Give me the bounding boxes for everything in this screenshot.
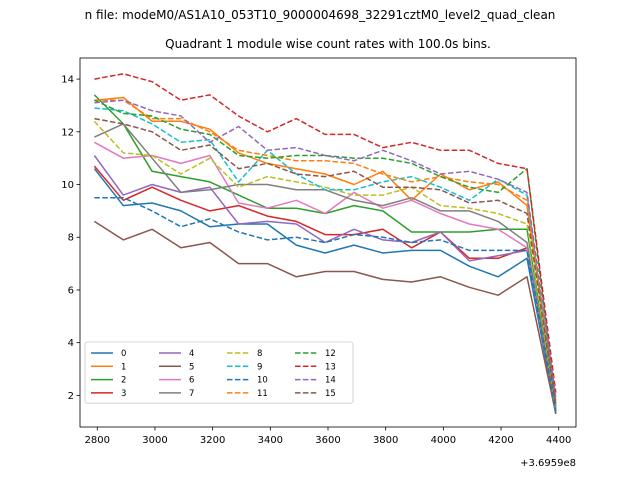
series-line-5: [93, 220, 557, 414]
x-tick-label: 3200: [200, 435, 225, 446]
legend-label-12: 12: [325, 349, 336, 359]
x-tick-label: 4400: [546, 435, 571, 446]
legend-label-15: 15: [325, 389, 336, 399]
legend-label-11: 11: [257, 389, 268, 399]
legend-label-7: 7: [189, 389, 194, 399]
x-tick-label: 4000: [431, 435, 456, 446]
y-tick-label: 2: [68, 391, 74, 402]
series-line-15: [94, 117, 557, 407]
legend-label-5: 5: [189, 362, 194, 372]
legend-label-4: 4: [189, 349, 194, 359]
y-tick-label: 4: [68, 338, 74, 349]
y-axis: 2 4 6 8 10 12 14: [61, 75, 80, 402]
x-tick-label: 3000: [142, 435, 167, 446]
series-line-14: [94, 99, 557, 399]
x-tick-label: 3600: [315, 435, 340, 446]
series-line-8: [93, 120, 557, 409]
legend-label-3: 3: [121, 389, 126, 399]
series-layer: [93, 73, 557, 414]
series-line-13: [94, 73, 557, 393]
legend-label-2: 2: [121, 376, 126, 386]
y-tick-label: 8: [68, 233, 74, 244]
chart-title: Quadrant 1 module wise count rates with …: [165, 37, 491, 51]
plot-area: 2800 3000 3200 3400 3600 3800 4000 4200 4400 2 4 6…: [61, 57, 577, 469]
series-line-0: [93, 168, 557, 414]
series-line-4: [93, 155, 557, 412]
x-tick-label: 3800: [373, 435, 398, 446]
legend-label-10: 10: [257, 376, 268, 386]
chart-suptitle: n file: modeM0/AS1A10_053T10_9000004698_…: [85, 8, 556, 22]
legend-label-8: 8: [257, 349, 262, 359]
y-tick-label: 12: [61, 127, 74, 138]
series-line-6: [94, 141, 557, 412]
y-tick-label: 14: [61, 75, 74, 86]
series-line-12: [94, 99, 557, 404]
x-axis: 2800 3000 3200 3400 3600 3800 4000 4200 4400: [85, 427, 571, 446]
x-tick-label: 3400: [258, 435, 283, 446]
series-line-3: [93, 165, 557, 412]
x-tick-label: 4200: [488, 435, 513, 446]
series-line-9: [94, 107, 557, 409]
legend-label-14: 14: [325, 376, 336, 386]
y-tick-label: 10: [61, 180, 74, 191]
series-line-10: [94, 196, 557, 412]
x-axis-offset-label: +3.6959e8: [520, 458, 576, 469]
legend-label-0: 0: [121, 349, 126, 359]
x-tick-label: 2800: [85, 435, 110, 446]
legend-label-9: 9: [257, 362, 262, 372]
legend-label-13: 13: [325, 362, 336, 372]
y-tick-label: 6: [68, 285, 74, 296]
legend-box: [84, 341, 354, 404]
series-line-11: [94, 99, 557, 401]
legend-label-1: 1: [121, 362, 126, 372]
series-line-1: [94, 96, 557, 407]
legend-label-6: 6: [189, 376, 194, 386]
